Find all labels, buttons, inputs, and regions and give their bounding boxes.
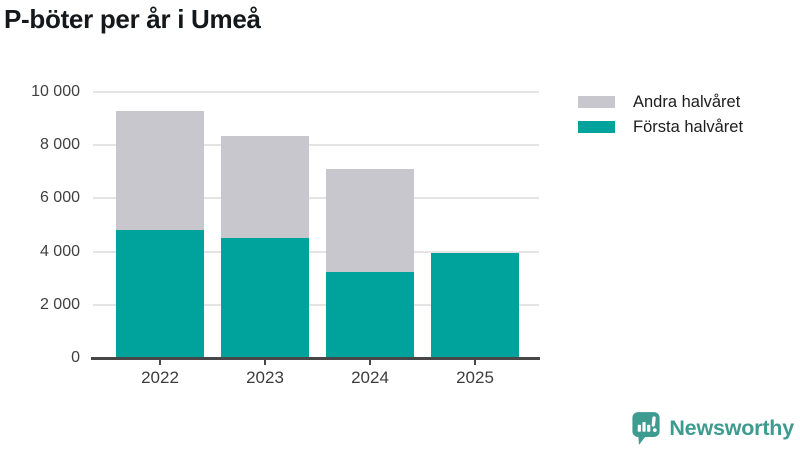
bar-2022-andra-halv-ret xyxy=(116,110,204,231)
y-axis-tick-label: 0 xyxy=(71,349,80,366)
gridline xyxy=(93,91,539,93)
x-axis-label: 2022 xyxy=(141,368,179,387)
x-axis-tick xyxy=(264,359,266,365)
legend-swatch-andra-halvaret xyxy=(578,96,615,108)
x-axis-label: 2025 xyxy=(456,368,494,387)
plot-area xyxy=(93,91,539,358)
y-axis-tick-label: 8 000 xyxy=(39,136,80,154)
legend-label: Andra halvåret xyxy=(633,92,741,111)
y-axis-tick-label: 4 000 xyxy=(39,242,80,260)
x-axis-tick xyxy=(159,359,161,365)
y-axis-tick-label: 10 000 xyxy=(31,83,80,100)
legend-item-andra-halvaret: Andra halvåret xyxy=(578,93,743,111)
x-axis-tick xyxy=(474,359,476,365)
newsworthy-speech-bubble-chart-icon xyxy=(632,412,660,445)
x-axis-tick xyxy=(369,359,371,365)
legend-swatch-forsta-halvaret xyxy=(578,121,615,133)
legend: Andra halvåret Första halvåret xyxy=(578,93,743,146)
gridline xyxy=(93,303,539,306)
bar-2023-andra-halv-ret xyxy=(221,135,309,239)
gridline xyxy=(93,250,539,253)
x-axis-label: 2023 xyxy=(246,368,284,387)
bar-2023-f-rsta-halv-ret xyxy=(221,238,309,358)
gridline xyxy=(93,197,539,200)
x-axis-line xyxy=(91,356,540,360)
bar-2025-f-rsta-halv-ret xyxy=(431,252,519,358)
newsworthy-logo: Newsworthy xyxy=(631,411,794,446)
bar-2024-f-rsta-halv-ret xyxy=(326,271,414,358)
newsworthy-wordmark: Newsworthy xyxy=(669,416,794,440)
legend-item-forsta-halvaret: Första halvåret xyxy=(578,118,743,136)
gridline xyxy=(93,144,539,147)
legend-label: Första halvåret xyxy=(633,117,744,136)
x-axis-label: 2024 xyxy=(351,368,389,387)
y-axis-tick-label: 2 000 xyxy=(39,295,80,313)
bar-2024-andra-halv-ret xyxy=(326,169,414,272)
chart-title: P-böter per år i Umeå xyxy=(4,4,261,34)
bar-2022-f-rsta-halv-ret xyxy=(116,230,204,358)
y-axis-tick-label: 6 000 xyxy=(39,189,80,207)
